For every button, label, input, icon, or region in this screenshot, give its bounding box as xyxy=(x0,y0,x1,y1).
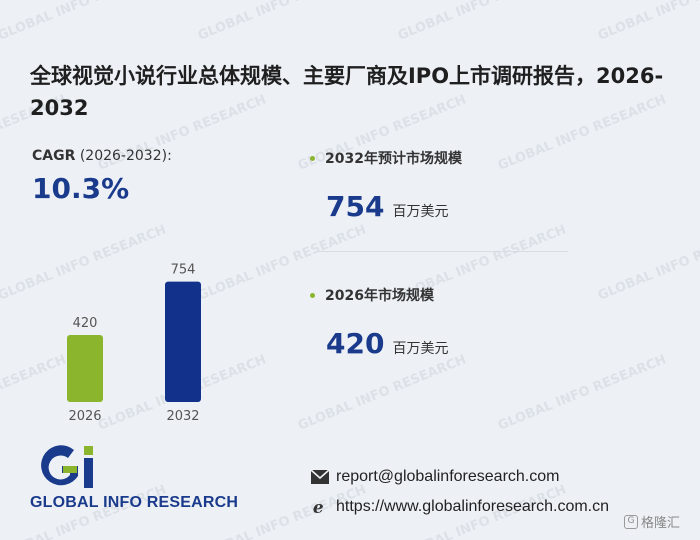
bullet-dot xyxy=(310,292,315,298)
stat-2026: 2026年市场规模 420 百万美元 xyxy=(310,285,448,360)
contact-email[interactable]: report@globalinforesearch.com xyxy=(310,468,559,486)
watermark-text: GLOBAL INFO RESEARCH xyxy=(596,222,700,303)
cagr-label-bold: CAGR xyxy=(32,148,76,164)
watermark-text: GLOBAL INFO RESEARCH xyxy=(196,0,369,44)
website-text[interactable]: https://www.globalinforesearch.com.cn xyxy=(336,498,610,515)
watermark-text: GLOBAL INFO RESEARCH xyxy=(0,0,169,44)
watermark-text: GLOBAL INFO RESEARCH xyxy=(496,352,669,433)
stat-2026-value: 420 xyxy=(326,327,385,360)
contact-website[interactable]: e https://www.globalinforesearch.com.cn xyxy=(310,498,609,516)
envelope-icon xyxy=(310,469,330,484)
stat-2032-unit: 百万美元 xyxy=(392,204,449,220)
stats-divider xyxy=(318,251,568,252)
category-label-2032: 2032 xyxy=(166,409,199,424)
stat-2026-unit: 百万美元 xyxy=(392,341,449,357)
gi-logo-icon xyxy=(41,445,93,488)
category-label-2026: 2026 xyxy=(68,409,101,424)
browser-e-icon: e xyxy=(313,499,324,515)
data-label-2026: 420 xyxy=(73,316,98,331)
svg-text:e: e xyxy=(313,499,324,515)
watermark-text: GLOBAL INFO RESEARCH xyxy=(296,352,469,433)
data-label-2032: 754 xyxy=(171,263,196,278)
stat-2032-heading: 2032年预计市场规模 xyxy=(325,151,462,167)
email-text[interactable]: report@globalinforesearch.com xyxy=(336,468,560,485)
bar-2026 xyxy=(67,334,103,402)
bar-chart-svg: 420 2026 754 2032 xyxy=(67,263,201,424)
bar-chart: 420 2026 754 2032 xyxy=(40,258,260,428)
page-title: 全球视觉小说行业总体规模、主要厂商及IPO上市调研报告，2026-2032 xyxy=(30,64,664,120)
logo-text: GLOBAL INFO RESEARCH xyxy=(30,494,239,511)
cagr-label-period: (2026-2032): xyxy=(75,148,172,164)
watermark-text: GLOBAL INFO RESEARCH xyxy=(396,0,569,44)
bar-2032 xyxy=(165,281,201,402)
company-logo: GLOBAL INFO RESEARCH xyxy=(30,442,240,520)
stat-2032-value: 754 xyxy=(326,190,385,223)
watermark-text: GLOBAL INFO RESEARCH xyxy=(596,0,700,44)
badge-text: 格隆汇 xyxy=(641,516,681,531)
cagr-label: CAGR (2026-2032): xyxy=(32,148,172,164)
stat-2026-heading: 2026年市场规模 xyxy=(325,288,434,304)
cagr-value: 10.3% xyxy=(32,172,130,205)
stat-2032: 2032年预计市场规模 754 百万美元 xyxy=(310,148,462,223)
source-badge: G 格隆汇 xyxy=(624,512,680,531)
bullet-dot xyxy=(310,155,315,161)
badge-icon: G xyxy=(624,514,638,529)
